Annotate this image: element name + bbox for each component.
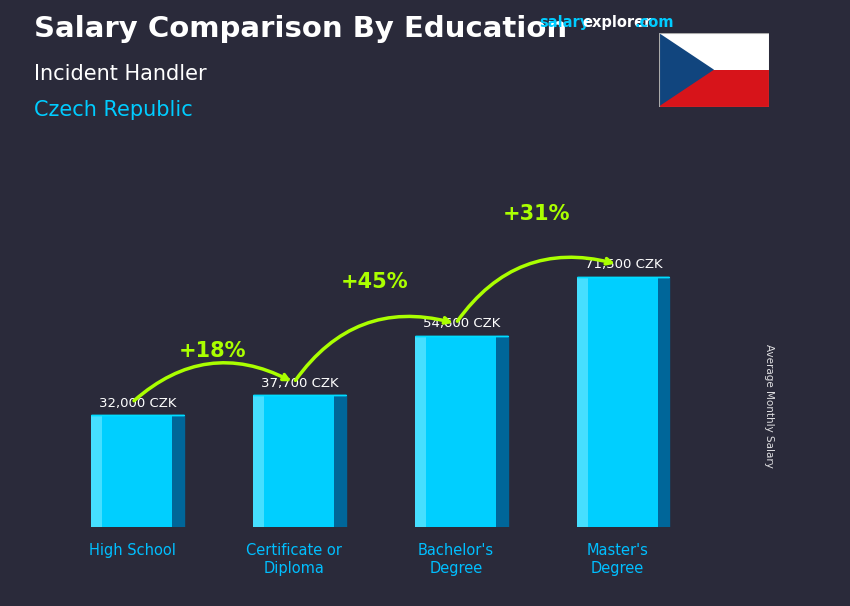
Polygon shape bbox=[659, 33, 714, 107]
Bar bbox=[416, 336, 496, 527]
Polygon shape bbox=[334, 395, 346, 527]
Text: 71,500 CZK: 71,500 CZK bbox=[585, 258, 662, 271]
Bar bbox=[416, 336, 426, 527]
Text: salary: salary bbox=[540, 15, 590, 30]
Bar bbox=[92, 415, 102, 527]
Bar bbox=[577, 277, 658, 527]
Text: Incident Handler: Incident Handler bbox=[34, 64, 207, 84]
Text: 32,000 CZK: 32,000 CZK bbox=[99, 396, 176, 410]
Text: 54,600 CZK: 54,600 CZK bbox=[422, 318, 500, 330]
Text: +18%: +18% bbox=[179, 341, 246, 361]
Polygon shape bbox=[173, 415, 184, 527]
Bar bbox=[659, 33, 769, 70]
Text: Salary Comparison By Education: Salary Comparison By Education bbox=[34, 15, 567, 43]
Polygon shape bbox=[496, 336, 507, 527]
Bar bbox=[253, 395, 334, 527]
Text: .com: .com bbox=[635, 15, 674, 30]
Bar bbox=[92, 415, 173, 527]
Text: Average Monthly Salary: Average Monthly Salary bbox=[764, 344, 774, 468]
Polygon shape bbox=[658, 277, 670, 527]
Bar bbox=[253, 395, 264, 527]
Text: 37,700 CZK: 37,700 CZK bbox=[261, 376, 338, 390]
Bar bbox=[659, 70, 769, 107]
Text: Czech Republic: Czech Republic bbox=[34, 100, 193, 120]
Text: +31%: +31% bbox=[503, 204, 570, 224]
Text: +45%: +45% bbox=[341, 273, 409, 293]
Bar bbox=[577, 277, 587, 527]
Text: explorer: explorer bbox=[582, 15, 652, 30]
